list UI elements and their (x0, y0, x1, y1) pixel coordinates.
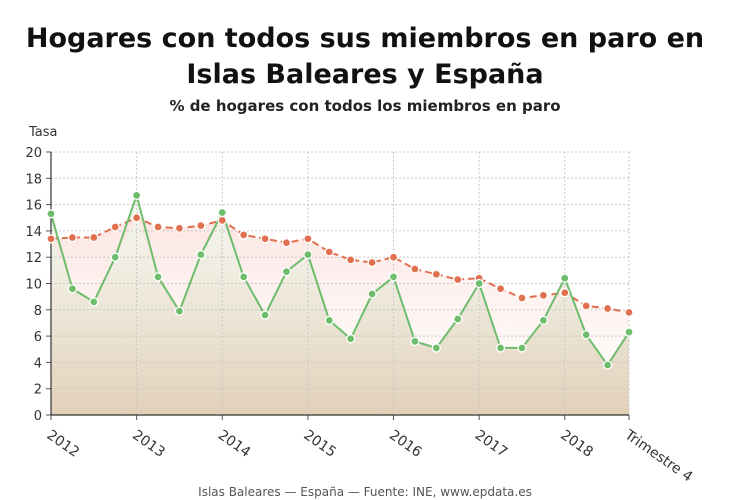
x-tick-label: 2013 (129, 427, 167, 461)
x-tick-label: 2016 (386, 427, 424, 461)
point-espana (560, 288, 570, 298)
point-espana (602, 303, 613, 314)
area-islas-baleares (51, 195, 629, 415)
point-espana (346, 255, 356, 265)
point-espana (367, 257, 377, 268)
point-islas-baleares (153, 272, 163, 282)
series-line-islas-baleares (50, 194, 630, 367)
point-islas-baleares (538, 315, 549, 325)
point-espana (431, 269, 441, 279)
point-espana (67, 232, 78, 243)
point-espana (453, 274, 463, 285)
point-islas-baleares (281, 267, 292, 277)
chart-footer: Islas Baleares — España — Fuente: INE, w… (198, 485, 532, 499)
point-espana (153, 222, 163, 232)
area-espana-band (51, 217, 629, 366)
point-islas-baleares (324, 315, 334, 325)
point-islas-baleares (453, 314, 463, 324)
x-tick-label: 2015 (301, 427, 339, 461)
point-islas-baleares (410, 336, 420, 347)
y-tick-label: 18 (25, 172, 42, 187)
x-tick-label: 2017 (472, 427, 510, 461)
point-espana (410, 264, 420, 274)
point-islas-baleares (174, 306, 185, 316)
point-islas-baleares (303, 249, 313, 260)
point-islas-baleares (474, 278, 484, 289)
point-islas-baleares (367, 289, 377, 299)
y-tick-label: 20 (25, 146, 42, 161)
point-espana (131, 213, 142, 223)
point-espana (624, 307, 634, 318)
chart-title-line-2: Islas Baleares y España (186, 59, 544, 90)
point-espana (324, 247, 334, 257)
y-tick-label: 2 (34, 383, 42, 398)
point-espana (46, 234, 56, 244)
series-line-espana (50, 216, 630, 314)
point-islas-baleares (346, 334, 356, 344)
point-islas-baleares (89, 297, 99, 307)
point-islas-baleares (581, 330, 591, 340)
y-tick-label: 4 (34, 356, 42, 371)
point-espana (303, 234, 313, 244)
x-tick-label: Trimestre 4 (621, 427, 695, 486)
x-tick-label: 2018 (557, 427, 595, 461)
point-islas-baleares (431, 343, 441, 353)
point-espana (260, 234, 270, 244)
point-espana (239, 230, 249, 240)
point-espana (388, 252, 399, 262)
y-tick-label: 14 (25, 225, 42, 240)
point-islas-baleares (46, 209, 56, 219)
y-tick-label: 6 (34, 330, 42, 345)
y-tick-label: 0 (34, 409, 42, 424)
chart-title-line-1: Hogares con todos sus miembros en paro e… (25, 23, 705, 54)
y-tick-label: 12 (25, 251, 42, 266)
point-islas-baleares (495, 343, 506, 353)
y-tick-label: 10 (25, 278, 42, 293)
y-tick-label: 8 (34, 304, 42, 319)
point-islas-baleares (624, 327, 634, 337)
x-tick-label: 2012 (44, 427, 82, 461)
point-espana (517, 293, 527, 303)
point-islas-baleares (239, 272, 249, 282)
point-espana (89, 232, 99, 243)
point-islas-baleares (260, 310, 270, 320)
point-islas-baleares (67, 284, 78, 294)
point-espana (538, 290, 549, 300)
point-islas-baleares (517, 343, 527, 353)
y-tick-label: 16 (25, 199, 42, 214)
y-axis-label: Tasa (29, 125, 58, 140)
point-espana (281, 238, 292, 248)
point-espana (581, 301, 591, 311)
point-islas-baleares (602, 360, 613, 370)
point-espana (217, 215, 227, 226)
point-islas-baleares (110, 252, 120, 262)
chart-subtitle: % de hogares con todos los miembros en p… (169, 97, 561, 115)
point-espana (495, 284, 506, 294)
point-islas-baleares (560, 273, 570, 283)
point-espana (196, 220, 206, 231)
point-islas-baleares (196, 249, 206, 260)
point-islas-baleares (217, 207, 227, 218)
point-espana (174, 223, 185, 233)
point-espana (110, 222, 120, 232)
x-tick-label: 2014 (215, 427, 253, 461)
point-islas-baleares (131, 190, 142, 201)
point-islas-baleares (388, 272, 399, 282)
